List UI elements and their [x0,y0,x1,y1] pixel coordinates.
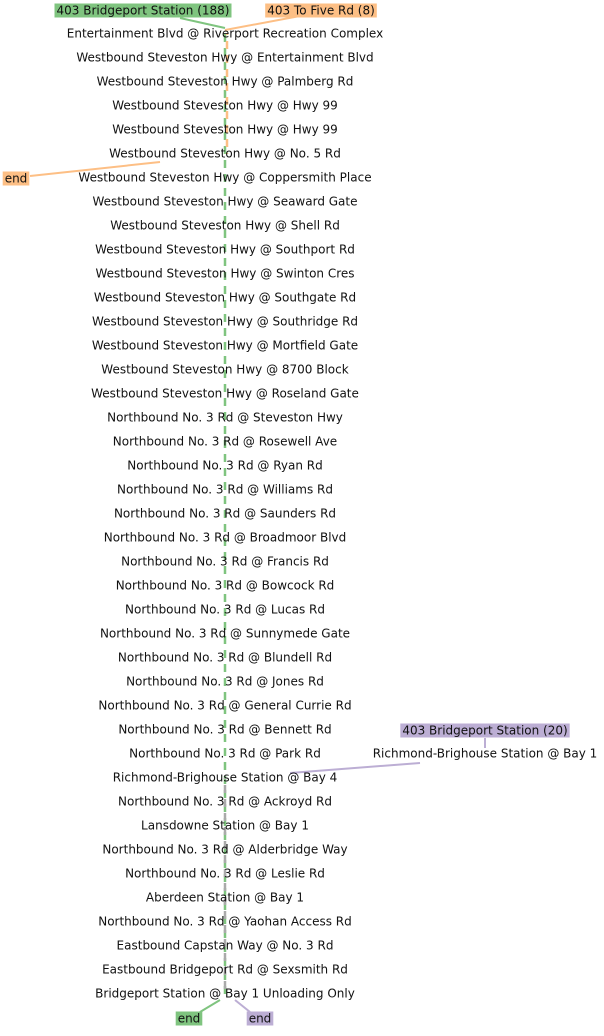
stop-label: Aberdeen Station @ Bay 1 [146,891,304,905]
end-label: end [175,1011,203,1026]
stop-label: Westbound Steveston Hwy @ Roseland Gate [91,387,359,401]
stop-label: Entertainment Blvd @ Riverport Recreatio… [67,27,383,41]
connector [199,999,221,1013]
stop-label: Richmond-Brighouse Station @ Bay 4 [113,771,338,785]
stop-label: Northbound No. 3 Rd @ Francis Rd [121,555,329,569]
route-label: 403 To Five Rd (8) [265,3,377,18]
stop-label: Northbound No. 3 Rd @ General Currie Rd [98,699,351,713]
stop-label: Westbound Steveston Hwy @ Hwy 99 [112,99,338,113]
end-label-bg [175,1011,203,1026]
stop-label: Northbound No. 3 Rd @ Ackroyd Rd [118,795,332,809]
stop-label: Northbound No. 3 Rd @ Jones Rd [126,675,324,689]
end-label-bg [246,1011,274,1026]
route-label-text: 403 Bridgeport Station (20) [402,724,567,738]
connector [234,999,251,1013]
route-label-text: 403 To Five Rd (8) [267,4,375,18]
stop-label: Westbound Steveston Hwy @ Southgate Rd [94,291,356,305]
stop-label: Northbound No. 3 Rd @ Bowcock Rd [116,579,335,593]
stop-label: Westbound Steveston Hwy @ Southridge Rd [92,315,358,329]
stop-label: Eastbound Bridgeport Rd @ Sexsmith Rd [102,963,348,977]
stop-label: Northbound No. 3 Rd @ Sunnymede Gate [100,627,350,641]
stop-label: Westbound Steveston Hwy @ Palmberg Rd [97,75,354,89]
stop-label: Westbound Steveston Hwy @ Shell Rd [110,219,340,233]
stop-label: Northbound No. 3 Rd @ Saunders Rd [114,507,336,521]
stop-label: Northbound No. 3 Rd @ Ryan Rd [127,459,322,473]
route-label-bg [54,3,232,18]
connector [224,15,301,31]
stop-label: Westbound Steveston Hwy @ 8700 Block [101,363,348,377]
connector [179,17,226,29]
stop-label: Westbound Steveston Hwy @ Coppersmith Pl… [78,171,371,185]
stop-label: Northbound No. 3 Rd @ Rosewell Ave [113,435,337,449]
stop-label: Northbound No. 3 Rd @ Blundell Rd [118,651,332,665]
end-label-text: end [178,1012,201,1026]
stop-label: Lansdowne Station @ Bay 1 [141,819,309,833]
stop-label: Northbound No. 3 Rd @ Williams Rd [117,483,333,497]
stop-label: Westbound Steveston Hwy @ Southport Rd [95,243,355,257]
stop-label: Westbound Steveston Hwy @ Swinton Cres [95,267,354,281]
route-label: 403 Bridgeport Station (188) [54,3,232,18]
end-label: end [246,1011,274,1026]
stop-label: Northbound No. 3 Rd @ Leslie Rd [125,867,325,881]
stop-label: Westbound Steveston Hwy @ Entertainment … [76,51,373,65]
stop-label: Westbound Steveston Hwy @ No. 5 Rd [109,147,341,161]
route-label-bg [265,3,377,18]
stop-label: Eastbound Capstan Way @ No. 3 Rd [117,939,334,953]
connector [29,161,161,177]
stop-label: Northbound No. 3 Rd @ Steveston Hwy [107,411,343,425]
stop-label: Northbound No. 3 Rd @ Yaohan Access Rd [98,915,352,929]
stop-label: Northbound No. 3 Rd @ Alderbridge Way [102,843,347,857]
stop-label: Northbound No. 3 Rd @ Bennett Rd [118,723,331,737]
end-label: end [2,171,30,186]
stop-label: Richmond-Brighouse Station @ Bay 1 [373,747,598,761]
end-label-bg [2,171,30,186]
end-label-text: end [5,172,28,186]
stop-label: Westbound Steveston Hwy @ Seaward Gate [93,195,358,209]
stop-label: Westbound Steveston Hwy @ Hwy 99 [112,123,338,137]
route-label-text: 403 Bridgeport Station (188) [57,4,230,18]
end-label-text: end [249,1012,272,1026]
route-label: 403 Bridgeport Station (20) [400,723,570,738]
route-label-bg [400,723,570,738]
stop-label: Westbound Steveston Hwy @ Mortfield Gate [92,339,358,353]
stop-label: Northbound No. 3 Rd @ Lucas Rd [125,603,325,617]
connector [289,762,421,774]
stop-label: Northbound No. 3 Rd @ Park Rd [129,747,321,761]
stop-label: Northbound No. 3 Rd @ Broadmoor Blvd [104,531,347,545]
stop-label: Bridgeport Station @ Bay 1 Unloading Onl… [95,987,355,1001]
